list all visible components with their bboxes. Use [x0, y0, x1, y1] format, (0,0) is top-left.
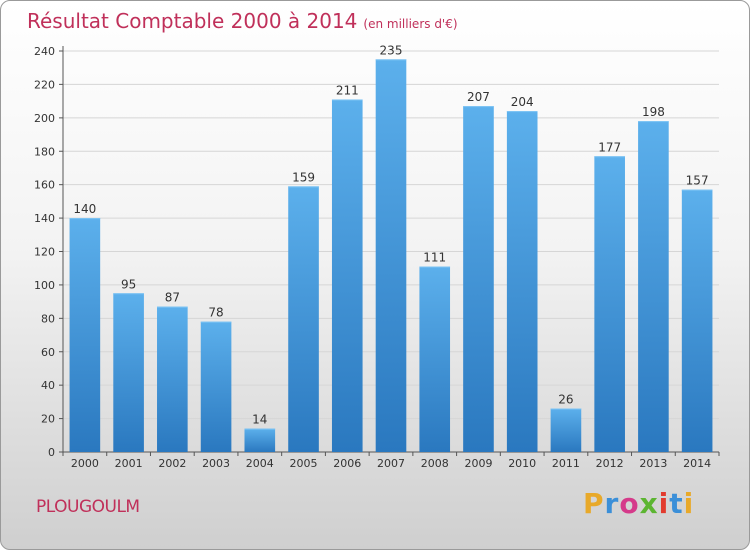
value-label: 198 — [642, 105, 665, 119]
x-tick-label: 2004 — [246, 457, 274, 470]
value-label: 140 — [73, 202, 96, 216]
value-label: 95 — [121, 277, 136, 291]
y-tick-label: 120 — [34, 246, 55, 259]
bar-2004 — [244, 428, 276, 452]
x-tick-label: 2011 — [552, 457, 580, 470]
bar-2003 — [200, 321, 232, 452]
y-tick-label: 240 — [34, 45, 55, 58]
x-tick-label: 2009 — [464, 457, 492, 470]
x-tick-label: 2007 — [377, 457, 405, 470]
bar-2001 — [113, 293, 144, 452]
value-label: 235 — [380, 43, 403, 57]
value-label: 87 — [165, 291, 180, 305]
bar-2013 — [638, 121, 669, 453]
value-label: 78 — [208, 306, 223, 320]
value-label: 111 — [423, 251, 446, 265]
y-tick-label: 220 — [34, 78, 55, 91]
proxiti-logo: Proxiti — [583, 487, 694, 520]
y-tick-label: 80 — [41, 312, 55, 325]
x-tick-label: 2012 — [596, 457, 624, 470]
chart-title: Résultat Comptable 2000 à 2014 (en millie… — [27, 9, 458, 33]
x-tick-label: 2013 — [639, 457, 667, 470]
value-label: 159 — [292, 170, 315, 184]
chart-title-text: Résultat Comptable 2000 à 2014 — [27, 9, 358, 33]
value-label: 204 — [511, 95, 534, 109]
bar-2011 — [550, 408, 582, 452]
value-label: 157 — [686, 174, 709, 188]
y-tick-label: 200 — [34, 112, 55, 125]
bar-2006 — [331, 99, 363, 453]
chart-subtitle: (en milliers d'€) — [363, 17, 458, 31]
logo-letter: P — [583, 487, 605, 520]
bar-2010 — [506, 111, 538, 453]
logo-letter: r — [604, 487, 620, 520]
bar-2012 — [594, 156, 625, 452]
bar-2008 — [419, 266, 451, 452]
x-tick-label: 2003 — [202, 457, 230, 470]
logo-letter: i — [683, 487, 695, 520]
bar-2007 — [375, 59, 407, 453]
bar-2002 — [157, 306, 188, 452]
logo-letter: x — [639, 487, 659, 520]
value-label: 207 — [467, 90, 490, 104]
x-tick-label: 2014 — [683, 457, 711, 470]
logo-letter: i — [658, 487, 670, 520]
y-tick-label: 60 — [41, 346, 55, 359]
bar-2005 — [288, 186, 319, 452]
y-tick-label: 40 — [41, 379, 55, 392]
value-label: 177 — [598, 140, 621, 154]
x-tick-label: 2005 — [290, 457, 318, 470]
y-tick-label: 0 — [48, 446, 55, 459]
commune-name: PLOUGOULM — [36, 497, 140, 517]
y-tick-label: 140 — [34, 212, 55, 225]
x-tick-label: 2002 — [158, 457, 186, 470]
bars — [69, 59, 713, 453]
bar-2009 — [463, 106, 494, 452]
x-tick-label: 2001 — [115, 457, 143, 470]
value-label: 14 — [252, 413, 267, 427]
x-tick-label: 2000 — [71, 457, 99, 470]
axes: 0 20 40 60 80 100 120 140 160 180 200 220 240 2000 200… — [34, 45, 720, 470]
logo-letter: o — [619, 487, 640, 520]
y-tick-label: 20 — [41, 413, 55, 426]
bar-2014 — [681, 189, 713, 452]
x-tick-label: 2010 — [508, 457, 536, 470]
labels: 140 95 87 78 14 159 211 235 111 207 204 26 177 198 157 — [73, 43, 708, 426]
value-label: 211 — [336, 83, 359, 97]
y-tick-label: 180 — [34, 145, 55, 158]
x-tick-label: 2006 — [333, 457, 361, 470]
value-label: 26 — [558, 393, 573, 407]
y-tick-label: 100 — [34, 279, 55, 292]
y-tick-label: 160 — [34, 179, 55, 192]
bar-2000 — [69, 218, 101, 452]
logo-letter: t — [669, 487, 684, 520]
x-tick-label: 2008 — [421, 457, 449, 470]
